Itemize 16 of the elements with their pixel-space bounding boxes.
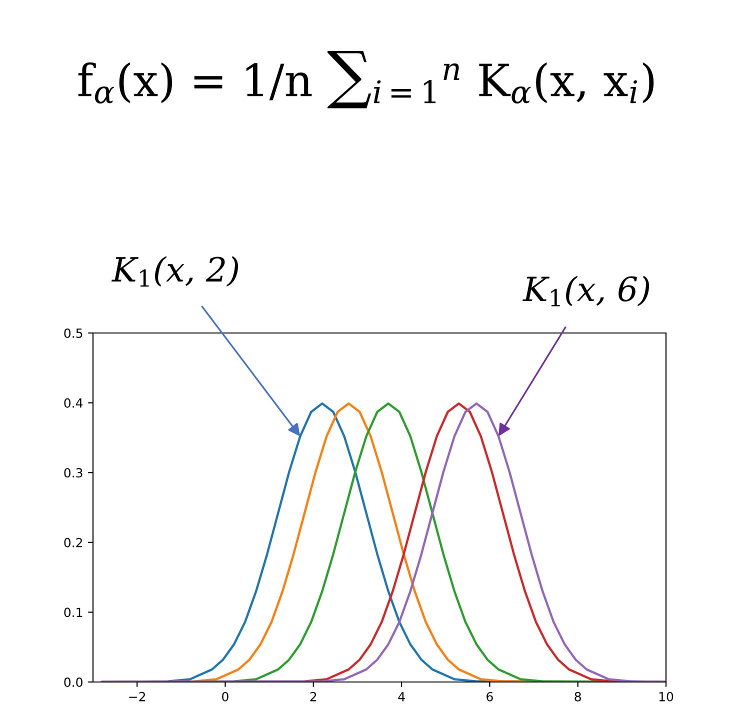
x-tick-label: 0 bbox=[222, 692, 228, 702]
y-tick-label: 0.2 bbox=[64, 538, 82, 548]
x-tick-label: 10 bbox=[659, 692, 674, 702]
y-tick-label: 0.1 bbox=[64, 608, 82, 618]
y-tick-label: 0.0 bbox=[64, 677, 82, 687]
annotation: K$_{1}$(x, 2) bbox=[111, 256, 238, 287]
x-tick-label: −2 bbox=[129, 692, 146, 702]
y-tick-label: 0.3 bbox=[64, 468, 82, 478]
x-tick-label: 4 bbox=[398, 692, 405, 702]
y-tick-label: 0.4 bbox=[64, 398, 83, 408]
x-tick-label: 8 bbox=[574, 692, 581, 702]
x-tick-label: 6 bbox=[486, 692, 493, 702]
annotation: K$_{1}$(x, 6) bbox=[522, 276, 650, 306]
y-tick-label: 0.5 bbox=[64, 328, 82, 338]
x-tick-label: 2 bbox=[310, 692, 316, 702]
chart-title: f$_{α}$(x) = 1/n ∑$_{i=1}$$^{n}$ K$_{α}$(x, x$_{i}$) bbox=[78, 50, 654, 108]
